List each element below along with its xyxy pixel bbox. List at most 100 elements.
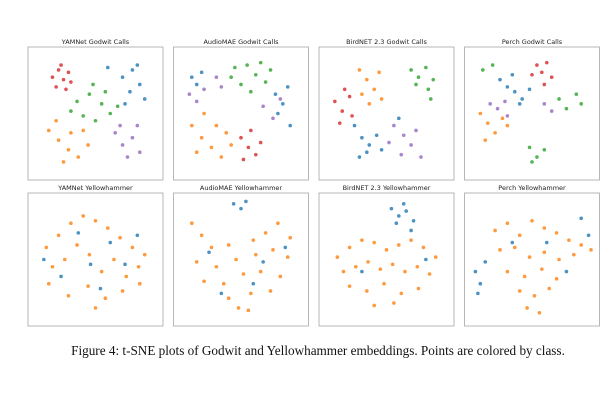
point [69,80,73,84]
point [75,243,79,247]
panel: AudioMAE Yellowhammer [173,184,309,327]
point [249,89,253,94]
point [544,60,549,65]
point [120,143,125,147]
point [135,123,140,128]
point [403,269,407,274]
point [246,308,251,313]
point [421,245,426,250]
point [229,143,233,147]
point [98,286,103,291]
point [415,264,420,269]
point [142,97,147,101]
point [493,228,497,233]
point [202,279,206,284]
point [525,306,529,310]
point [249,291,253,296]
point [268,289,273,293]
point [340,109,345,113]
point [236,306,241,310]
point [520,97,524,101]
point [285,255,290,259]
point [199,70,204,75]
point [124,274,129,279]
point [128,89,132,94]
point [268,68,273,72]
point [86,143,90,147]
point [214,123,219,128]
point [503,99,507,104]
point [409,68,413,72]
point [505,269,510,274]
point [69,109,73,113]
point [337,121,342,125]
point [190,123,194,128]
point [542,148,547,152]
point [137,82,142,87]
point [76,231,81,235]
panel: BirdNET 2.3 Yellowhammer [318,184,455,327]
point [137,150,142,155]
panel-title: BirdNET 2.3 Godwit Calls [346,38,427,46]
point [87,252,92,257]
point [288,123,293,128]
point [481,68,485,72]
point [283,245,288,250]
point [194,82,199,87]
point [244,199,248,204]
point [554,231,559,235]
point [251,281,256,286]
panel-frame [464,46,600,181]
point [505,85,510,89]
panel-title: YAMNet Yellowhammer [57,184,133,192]
point [394,221,399,225]
point [399,291,404,296]
point [347,94,352,99]
point [372,303,377,308]
point [130,68,135,72]
point [527,145,532,150]
point [535,155,539,159]
point [397,243,401,247]
point [103,89,108,94]
point [112,257,116,262]
point [130,245,135,250]
point [209,245,214,250]
point [554,277,559,281]
point [431,77,436,82]
point [263,80,268,84]
point [271,116,275,121]
point [542,226,547,230]
point [399,152,404,157]
point [81,114,85,118]
point [500,116,505,121]
point [567,238,571,242]
point [194,99,199,104]
point [56,138,61,142]
point [414,128,418,133]
panel: YAMNet Godwit Calls [27,38,164,181]
point [56,233,61,238]
point [278,97,283,101]
point [123,102,127,106]
point [547,286,552,291]
point [530,160,534,164]
point [69,221,73,225]
point [81,214,85,218]
point [579,216,583,221]
point [353,264,358,269]
point [263,231,268,235]
point [360,269,364,274]
point [527,255,532,259]
point [59,63,63,67]
point [404,209,408,213]
point [61,77,66,82]
point [350,114,354,118]
panel-frame [318,192,455,327]
point [62,257,67,262]
panel-title: AudioMAE Godwit Calls [203,38,279,46]
point [414,82,418,87]
point [245,63,249,67]
point [273,92,278,96]
